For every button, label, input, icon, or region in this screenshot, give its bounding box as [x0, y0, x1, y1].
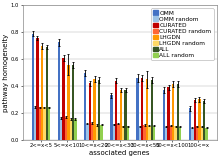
Bar	[48, 107, 50, 140]
Bar	[205, 128, 208, 140]
Bar	[67, 65, 70, 140]
Bar	[198, 99, 201, 140]
Bar	[139, 126, 141, 140]
Bar	[41, 46, 43, 140]
Bar	[36, 38, 38, 140]
Bar	[172, 84, 174, 140]
Bar	[167, 87, 170, 140]
Y-axis label: pathway homogeneity: pathway homogeneity	[4, 33, 9, 112]
Bar	[148, 126, 150, 140]
Bar	[34, 107, 36, 140]
Bar	[117, 124, 120, 140]
Bar	[84, 73, 86, 140]
Bar	[146, 79, 148, 140]
Bar	[153, 126, 155, 140]
Bar	[38, 107, 41, 140]
Bar	[141, 78, 143, 140]
Bar	[143, 125, 146, 140]
Bar	[177, 84, 179, 140]
Bar	[91, 123, 94, 140]
Bar	[65, 117, 67, 140]
Bar	[60, 118, 62, 140]
Bar	[194, 100, 196, 140]
Bar	[120, 90, 122, 140]
Bar	[101, 125, 103, 140]
Bar	[163, 90, 165, 140]
Bar	[31, 34, 34, 140]
Bar	[122, 126, 124, 140]
Bar	[201, 127, 203, 140]
Bar	[89, 83, 91, 140]
Bar	[124, 90, 127, 140]
Bar	[196, 126, 198, 140]
Bar	[127, 126, 129, 140]
Bar	[179, 127, 182, 140]
Legend: OMM, OMM random, CURATED, CURATED random, LHGDN, LHGDN random, ALL, ALL random: OMM, OMM random, CURATED, CURATED random…	[151, 8, 214, 60]
Bar	[110, 95, 113, 140]
Bar	[150, 80, 153, 140]
Bar	[165, 127, 167, 140]
Bar	[136, 78, 139, 140]
Bar	[70, 119, 72, 140]
Bar	[43, 107, 46, 140]
Bar	[189, 108, 191, 140]
Bar	[74, 119, 77, 140]
Bar	[58, 42, 60, 140]
Bar	[96, 125, 98, 140]
Bar	[174, 126, 177, 140]
Bar	[98, 80, 101, 140]
Bar	[115, 81, 117, 140]
Bar	[113, 124, 115, 140]
Bar	[203, 101, 205, 140]
Bar	[72, 65, 74, 140]
Bar	[86, 124, 89, 140]
Bar	[46, 47, 48, 140]
Bar	[94, 79, 96, 140]
Bar	[170, 126, 172, 140]
Bar	[62, 58, 65, 140]
X-axis label: associated genes: associated genes	[89, 149, 150, 156]
Bar	[191, 128, 194, 140]
